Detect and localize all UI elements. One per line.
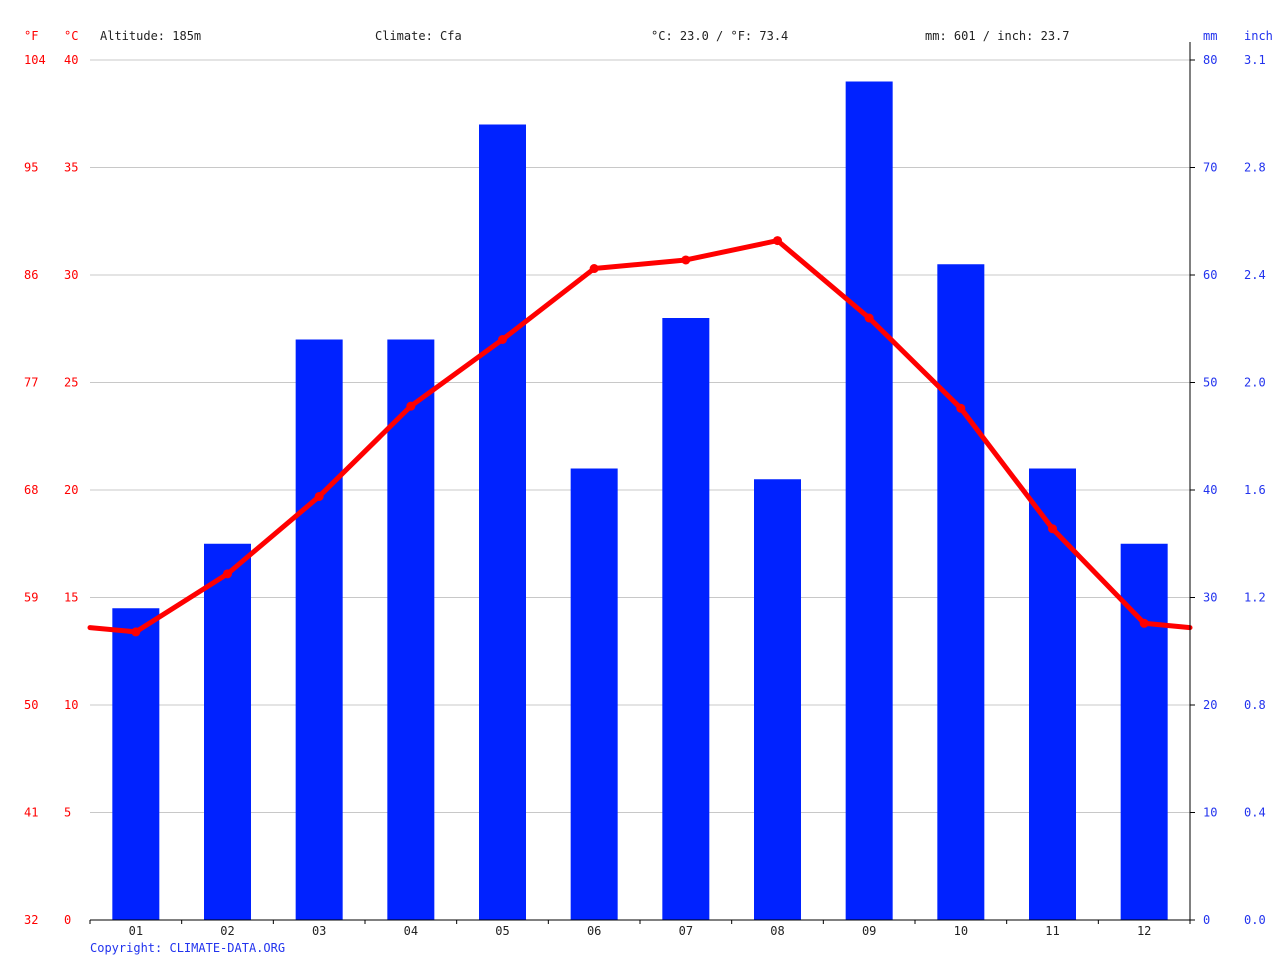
y-tick-label-celsius: 15: [64, 591, 78, 605]
precipitation-bar: [845, 81, 893, 920]
y-tick-label-mm: 50: [1203, 376, 1217, 390]
temperature-point: [406, 401, 416, 411]
x-tick-label: 09: [862, 924, 876, 938]
y-tick-label-inch: 2.4: [1244, 268, 1266, 282]
precipitation-bar: [479, 124, 526, 920]
temperature-point: [1139, 618, 1149, 628]
x-tick-label: 05: [495, 924, 509, 938]
x-tick-label: 04: [404, 924, 418, 938]
y-tick-label-fahrenheit: 59: [24, 591, 38, 605]
temperature-point: [773, 236, 782, 246]
y-tick-label-fahrenheit: 77: [24, 376, 38, 390]
unit-mm-label: mm: [1203, 29, 1217, 43]
y-tick-label-inch: 1.2: [1244, 591, 1266, 605]
precipitation-bar: [937, 264, 985, 920]
temperature-point: [956, 403, 966, 413]
temperature-point: [589, 264, 599, 274]
precipitation-bar: [1029, 468, 1076, 920]
y-tick-label-celsius: 25: [64, 376, 78, 390]
tick-labels: 32 0 0 0.0 41 5 10 0.4 50 10 20 0.8 59 15 30 1.2 68 20 40 1…: [24, 53, 1266, 938]
x-tick-label: 03: [312, 924, 326, 938]
precipitation-bar: [204, 543, 251, 920]
y-tick-label-mm: 70: [1203, 161, 1217, 175]
temperature-point: [681, 255, 691, 265]
y-tick-label-celsius: 10: [64, 698, 78, 712]
x-tick-label: 06: [587, 924, 601, 938]
y-tick-label-mm: 10: [1203, 806, 1217, 820]
y-tick-label-mm: 30: [1203, 591, 1217, 605]
y-tick-label-inch: 0.0: [1244, 913, 1266, 927]
precipitation-bar: [387, 339, 435, 920]
precipitation-bars: [112, 81, 1168, 920]
y-tick-label-celsius: 30: [64, 268, 78, 282]
precipitation-bar: [112, 608, 160, 920]
unit-inch-label: inch: [1244, 29, 1273, 43]
y-tick-label-mm: 40: [1203, 483, 1217, 497]
y-tick-label-inch: 3.1: [1244, 53, 1266, 67]
precipitation-bar: [295, 339, 343, 920]
y-tick-label-inch: 2.8: [1244, 161, 1266, 175]
temperature-summary: °C: 23.0 / °F: 73.4: [651, 29, 788, 43]
x-tick-label: 02: [220, 924, 234, 938]
unit-celsius-label: °C: [64, 29, 78, 43]
x-tick-label: 12: [1137, 924, 1151, 938]
precipitation-bar: [570, 468, 618, 920]
y-tick-label-mm: 0: [1203, 913, 1210, 927]
precipitation-bar: [754, 479, 801, 920]
y-tick-label-inch: 0.4: [1244, 806, 1266, 820]
axes: [89, 42, 1195, 924]
y-tick-label-celsius: 40: [64, 53, 78, 67]
temperature-point: [223, 569, 232, 579]
temperature-line-path: [87, 238, 1193, 635]
y-tick-label-mm: 20: [1203, 698, 1217, 712]
y-tick-label-fahrenheit: 32: [24, 913, 38, 927]
y-tick-label-mm: 80: [1203, 53, 1217, 67]
x-tick-label: 01: [129, 924, 143, 938]
y-tick-label-celsius: 20: [64, 483, 78, 497]
temperature-point: [314, 491, 324, 501]
temperature-point: [1048, 524, 1057, 534]
y-tick-label-fahrenheit: 41: [24, 806, 38, 820]
y-tick-label-fahrenheit: 104: [24, 53, 46, 67]
x-tick-label: 11: [1045, 924, 1059, 938]
temperature-point: [864, 313, 874, 323]
y-tick-label-celsius: 35: [64, 161, 78, 175]
altitude-text: Altitude: 185m: [100, 29, 201, 43]
precipitation-bar: [662, 318, 710, 920]
y-tick-label-mm: 60: [1203, 268, 1217, 282]
precipitation-bar: [1120, 543, 1168, 920]
y-tick-label-fahrenheit: 86: [24, 268, 38, 282]
unit-fahrenheit-label: °F: [24, 29, 38, 43]
y-tick-label-celsius: 5: [64, 806, 71, 820]
x-tick-label: 07: [679, 924, 693, 938]
y-tick-label-inch: 1.6: [1244, 483, 1266, 497]
temperature-point: [131, 627, 141, 637]
y-tick-label-fahrenheit: 95: [24, 161, 38, 175]
temperature-point: [498, 335, 507, 344]
precipitation-summary: mm: 601 / inch: 23.7: [925, 29, 1070, 43]
x-tick-label: 08: [770, 924, 784, 938]
climate-text: Climate: Cfa: [375, 29, 462, 43]
y-tick-label-inch: 2.0: [1244, 376, 1266, 390]
copyright-text: Copyright: CLIMATE-DATA.ORG: [90, 941, 285, 955]
y-tick-label-fahrenheit: 50: [24, 698, 38, 712]
grid-lines: [90, 59, 1190, 813]
temperature-line: [87, 236, 1193, 637]
y-tick-label-fahrenheit: 68: [24, 483, 38, 497]
y-tick-label-celsius: 0: [64, 913, 71, 927]
x-tick-label: 10: [954, 924, 968, 938]
y-tick-label-inch: 0.8: [1244, 698, 1266, 712]
